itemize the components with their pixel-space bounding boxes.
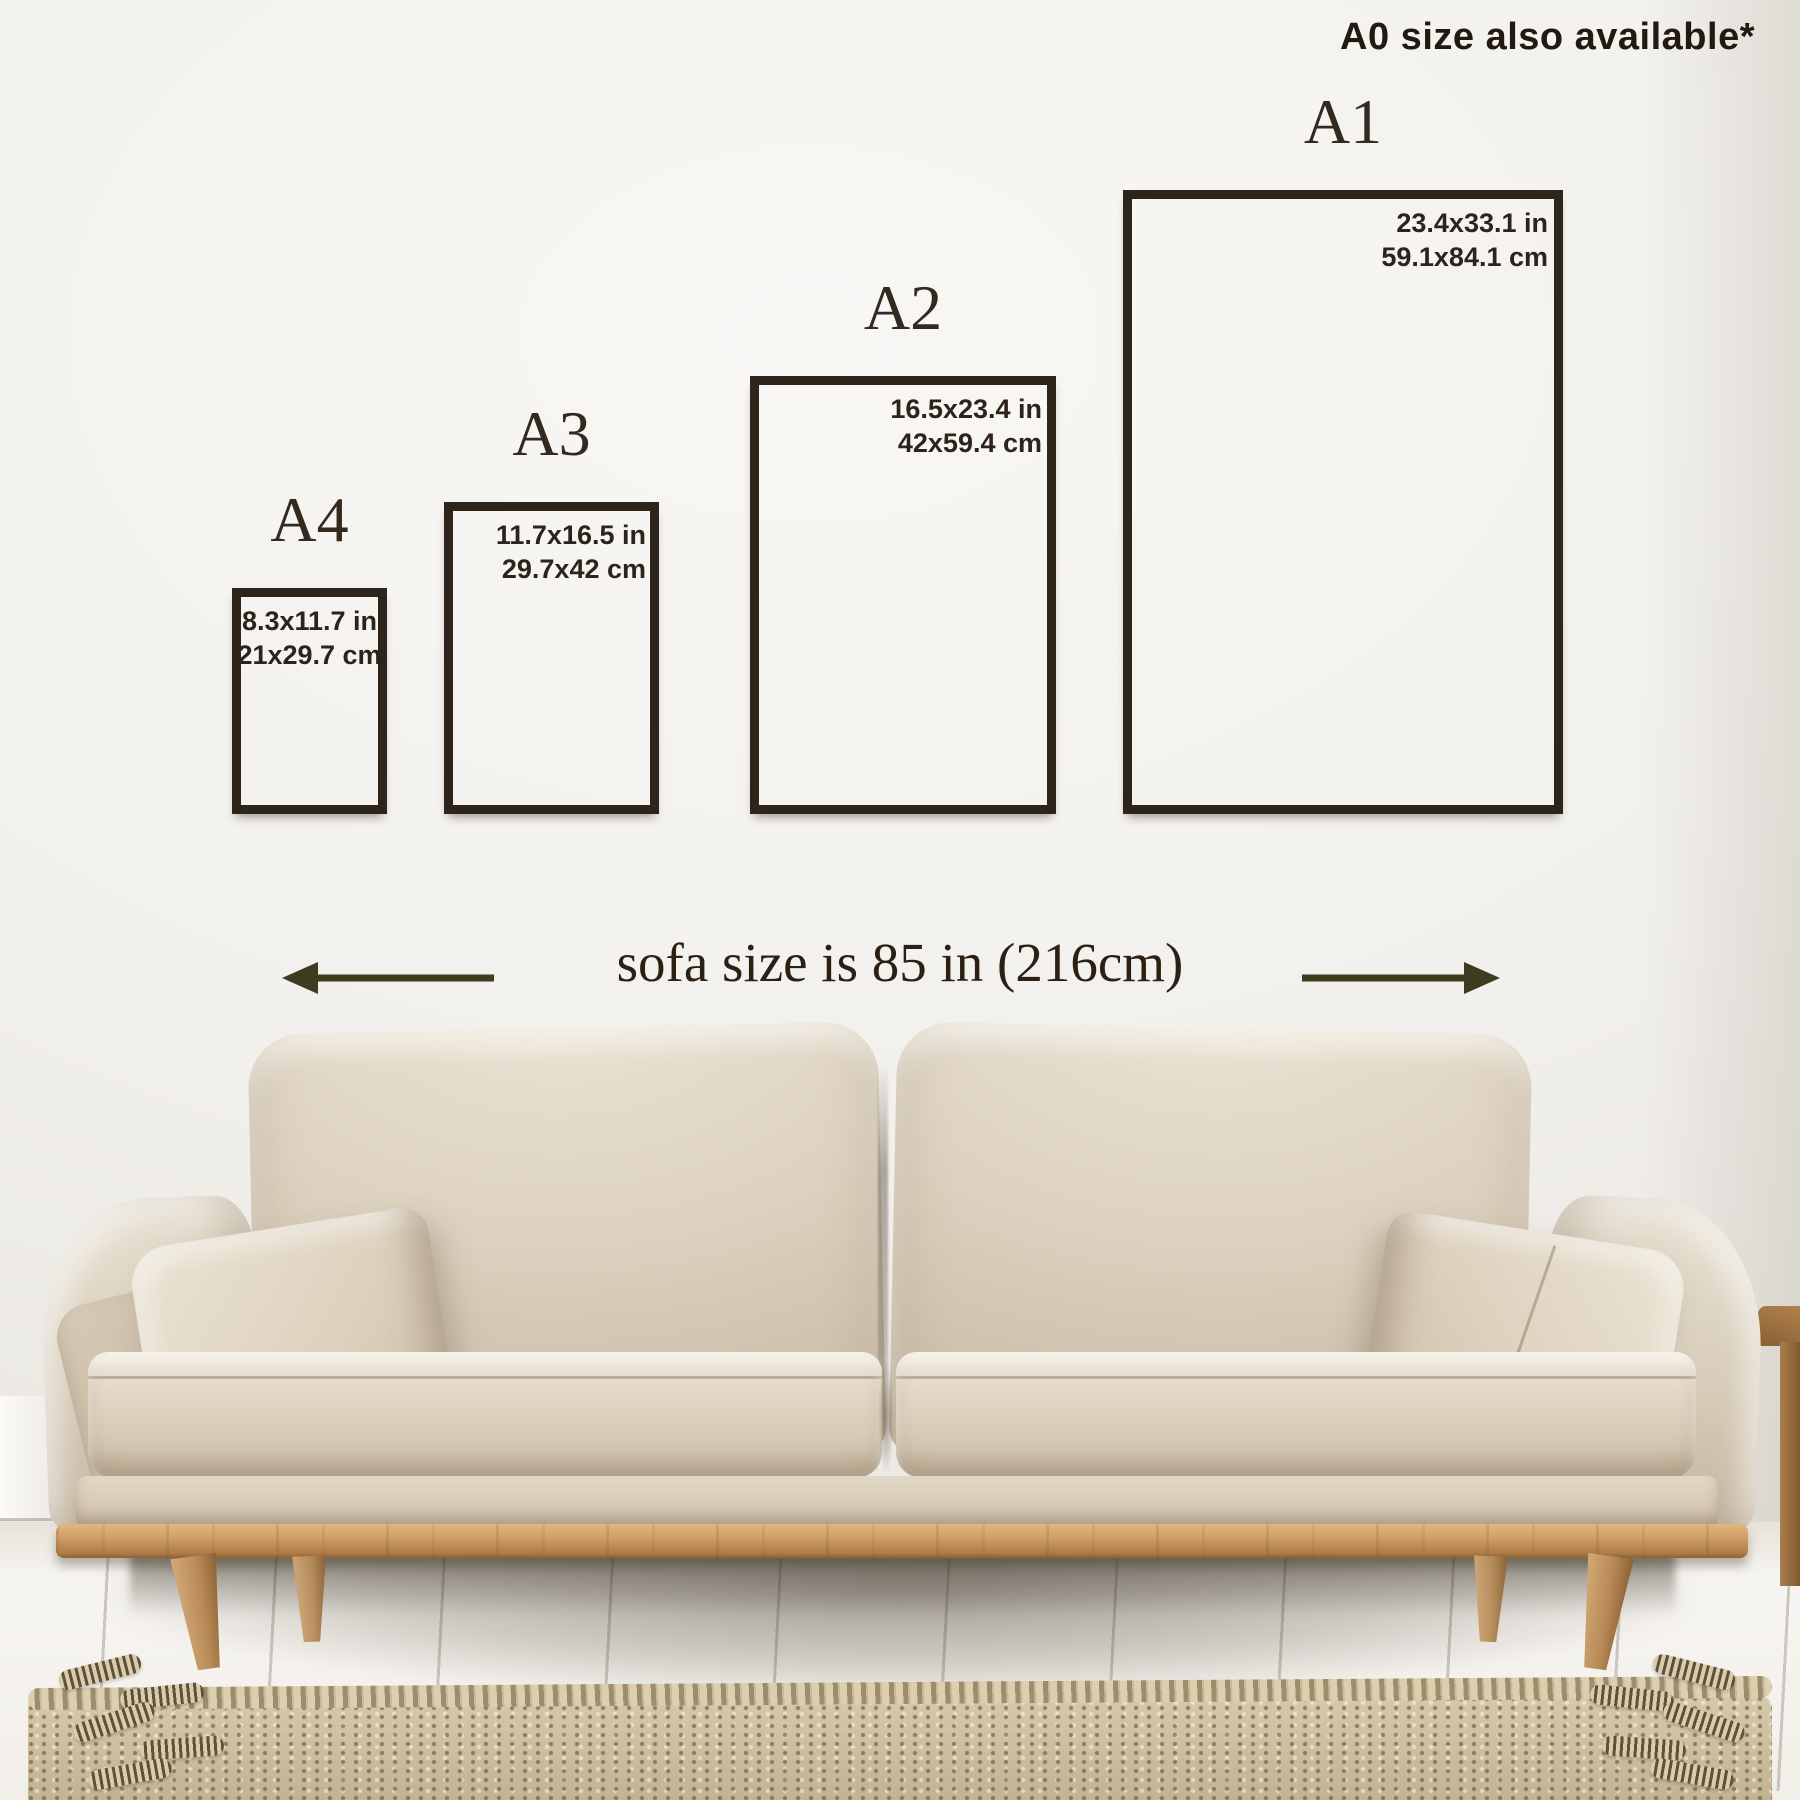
- dims-cm: 21x29.7 cm: [237, 640, 382, 670]
- sofa-floor-shadow-core: [130, 1552, 1675, 1616]
- dims-inches: 16.5x23.4 in: [890, 394, 1042, 424]
- size-dims-a2: 16.5x23.4 in 42x59.4 cm: [770, 392, 1042, 460]
- wood-grain-texture: [56, 1524, 1748, 1558]
- size-frame-a1: [1123, 190, 1563, 814]
- size-label-a3: A3: [512, 398, 591, 469]
- wall-floor-junction: [0, 1518, 80, 1521]
- availability-note: A0 size also available*: [1340, 16, 1755, 58]
- size-frame-a4: [232, 588, 387, 814]
- sofa-base-plinth: [76, 1476, 1718, 1528]
- sofa-size-annotation: sofa size is 85 in (216cm): [616, 932, 1184, 993]
- dims-cm: 42x59.4 cm: [897, 428, 1042, 458]
- dims-cm: 59.1x84.1 cm: [1381, 242, 1548, 272]
- side-table-leg: [1780, 1342, 1800, 1586]
- size-label-a4: A4: [270, 484, 349, 555]
- dims-inches: 11.7x16.5 in: [495, 520, 646, 550]
- sofa-seat-cushion-right: [896, 1352, 1696, 1478]
- sofa-back-cushion-crease: [878, 1062, 888, 1422]
- side-table-top: [1758, 1306, 1800, 1346]
- jute-rug: [28, 1696, 1772, 1800]
- dims-inches: 23.4x33.1 in: [1396, 208, 1548, 238]
- size-label-a2: A2: [863, 272, 943, 343]
- arrow-left-icon: [282, 962, 494, 994]
- size-dims-a4: 8.3x11.7 in 21x29.7 cm: [222, 604, 397, 672]
- dims-cm: 29.7x42 cm: [501, 554, 646, 584]
- size-frame-a3: [444, 502, 659, 814]
- sofa-seat-gap-shadow: [878, 1358, 894, 1474]
- size-label-a1: A1: [1303, 86, 1383, 157]
- arrow-right-icon: [1302, 962, 1500, 994]
- dims-inches: 8.3x11.7 in: [241, 606, 378, 636]
- size-dims-a1: 23.4x33.1 in 59.1x84.1 cm: [1150, 206, 1548, 274]
- size-frame-a2: [750, 376, 1056, 814]
- sofa-wood-rail: [56, 1524, 1748, 1558]
- size-dims-a3: 11.7x16.5 in 29.7x42 cm: [460, 518, 646, 586]
- sofa-seat-cushion-left: [88, 1352, 882, 1478]
